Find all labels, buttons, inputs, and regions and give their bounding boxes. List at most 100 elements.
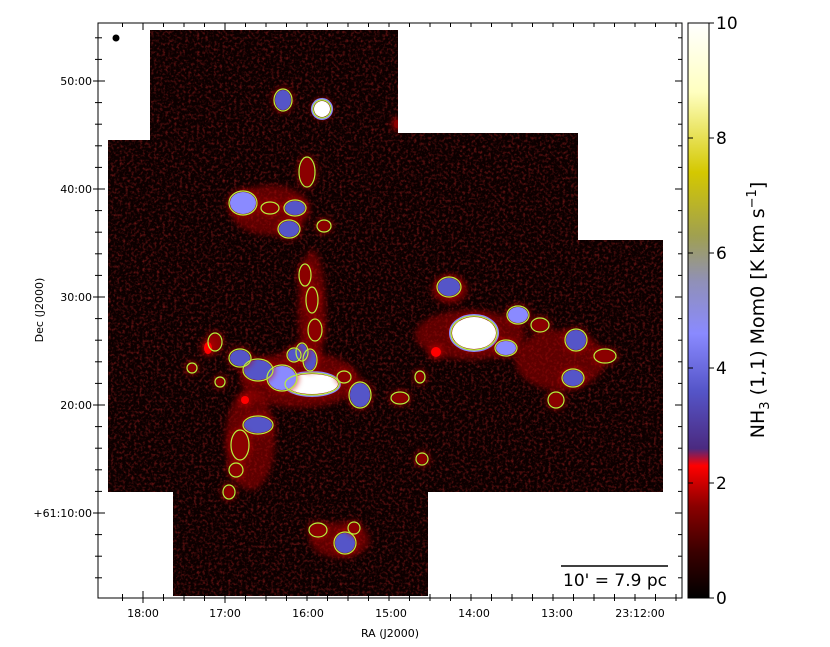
- axis-ticks: [93, 23, 682, 603]
- contour: [547, 391, 565, 409]
- emission-clump: [508, 307, 528, 323]
- emission-clump: [279, 221, 299, 237]
- contour: [283, 199, 307, 217]
- emission-clump: [232, 431, 248, 459]
- emission-clump: [416, 372, 424, 382]
- emission-clump: [241, 396, 249, 404]
- emission-clump: [431, 347, 441, 357]
- colorbar-tick-label: 6: [716, 244, 727, 264]
- intensity-map: [108, 30, 663, 596]
- emission-clump: [314, 101, 330, 117]
- contour: [450, 315, 498, 351]
- contour: [302, 348, 318, 372]
- contour: [186, 362, 198, 374]
- emission-clump: [566, 330, 586, 350]
- contour: [348, 381, 372, 409]
- contour: [312, 99, 332, 119]
- y-tick-label: 20:00: [60, 399, 92, 412]
- emission-clump: [244, 417, 272, 433]
- emission-clump: [300, 158, 314, 186]
- emission-clump: [216, 378, 224, 386]
- contour: [494, 339, 518, 357]
- contour: [207, 332, 223, 352]
- emission-clump: [438, 278, 460, 296]
- emission-clump: [244, 360, 272, 380]
- y-tick-label: 30:00: [60, 291, 92, 304]
- emission-clump: [309, 320, 321, 340]
- x-axis-label: RA (J2000): [361, 627, 419, 640]
- emission-clump: [350, 383, 370, 407]
- colorbar-tick-label: 0: [716, 589, 727, 609]
- contour: [390, 391, 410, 405]
- contour: [561, 368, 585, 388]
- colorbar-tick-label: 10: [716, 14, 738, 34]
- contour: [336, 370, 352, 384]
- y-axis-label: Dec (J2000): [33, 278, 46, 343]
- colorbar: 0 2 4 6 8 10 NH3 (1,1) Mom0 [K km s−1]: [687, 14, 773, 609]
- colorbar-tick-label: 2: [716, 474, 727, 494]
- contour: [316, 219, 332, 233]
- x-tick-label: 13:00: [541, 607, 573, 620]
- y-tick-label: 40:00: [60, 183, 92, 196]
- emission-clump: [335, 533, 355, 553]
- contour: [530, 317, 550, 333]
- contour: [298, 156, 316, 188]
- contour: [415, 452, 429, 466]
- scale-bar: 10' = 7.9 pc: [561, 565, 668, 591]
- contour: [298, 263, 312, 287]
- contour: [230, 429, 250, 461]
- contour: [333, 531, 357, 555]
- colorbar-tick-label: 4: [716, 359, 727, 379]
- emission-clump: [230, 350, 250, 366]
- contour: [593, 348, 617, 364]
- emission-clump: [349, 523, 359, 533]
- colorbar-gradient: [687, 22, 710, 599]
- emission-clump: [285, 201, 305, 215]
- contour: [222, 484, 236, 500]
- emission-clump: [188, 364, 196, 372]
- emission-clump: [310, 524, 326, 536]
- beam-marker: [112, 34, 120, 42]
- contour: [260, 201, 280, 215]
- emission-clump: [563, 370, 583, 386]
- colorbar-label-rest: (1,1) Mom0 [K km s: [747, 208, 769, 401]
- contour: [228, 462, 244, 478]
- x-tick-label: 18:00: [127, 607, 159, 620]
- scale-bar-label: 10' = 7.9 pc: [563, 571, 667, 591]
- colorbar-label-end: ]: [747, 182, 769, 189]
- contour: [305, 286, 319, 314]
- emission-clump: [549, 393, 563, 407]
- colorbar-tick-label: 8: [716, 129, 727, 149]
- emission-halo: [515, 330, 605, 390]
- contour: [228, 190, 258, 216]
- contour: [273, 88, 293, 112]
- contour: [295, 342, 309, 362]
- colorbar-label: NH3 (1,1) Mom0 [K km s−1]: [745, 182, 773, 439]
- emission-clump: [338, 372, 350, 382]
- contour: [266, 364, 298, 392]
- x-tick-label: 15:00: [375, 607, 407, 620]
- emission-clump: [452, 317, 496, 349]
- emission-clump: [532, 319, 548, 331]
- emission-clump: [268, 366, 296, 390]
- colorbar-label-main: NH: [747, 410, 769, 439]
- emission-clump: [286, 374, 338, 394]
- emission-clump: [496, 341, 516, 355]
- contour: [286, 347, 302, 363]
- contour: [347, 521, 361, 535]
- axes-frame: [97, 22, 683, 599]
- contour: [308, 522, 328, 538]
- colorbar-label-superscript: −1: [745, 189, 760, 208]
- contour: [284, 372, 340, 396]
- emission-clump: [230, 464, 242, 476]
- x-tick-label: 16:00: [292, 607, 324, 620]
- y-tick-labels: 50:00 40:00 30:00 20:00 +61:10:00: [33, 75, 92, 520]
- emission-clump: [307, 288, 317, 312]
- emission-clump: [204, 342, 212, 354]
- contour: [307, 318, 323, 342]
- contour: [277, 219, 301, 239]
- emission-clump: [224, 486, 234, 498]
- emission-clump: [392, 393, 408, 403]
- contour: [564, 328, 588, 352]
